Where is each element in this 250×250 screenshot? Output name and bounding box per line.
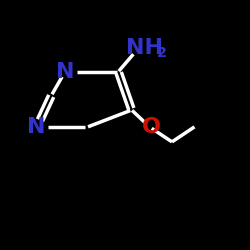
Text: 2: 2	[156, 46, 166, 60]
Text: NH: NH	[126, 38, 163, 58]
Text: O: O	[142, 117, 161, 137]
Text: N: N	[28, 117, 46, 137]
Text: N: N	[56, 62, 74, 82]
